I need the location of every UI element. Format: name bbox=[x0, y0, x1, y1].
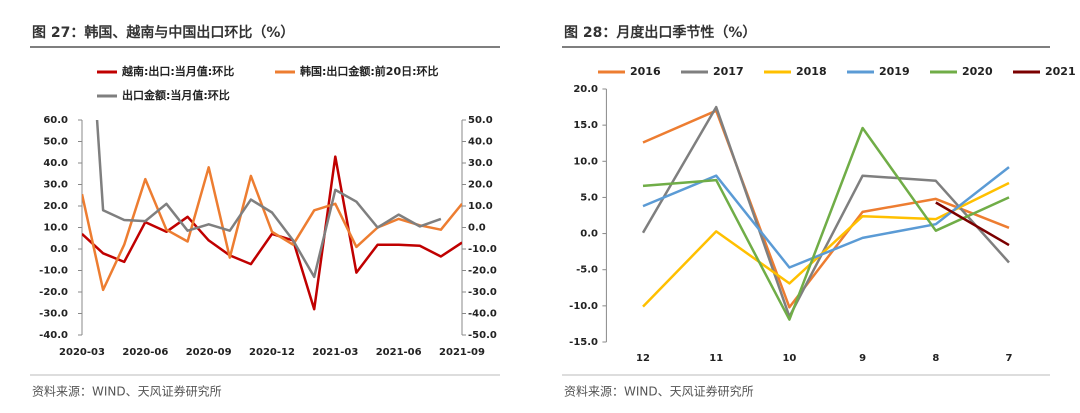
legend-label: 韩国:出口金额:前20日:环比 bbox=[300, 64, 439, 78]
y-tick-label: -10.0 bbox=[569, 301, 598, 312]
y-tick-label: 60.0 bbox=[43, 115, 68, 126]
series-line bbox=[642, 181, 1010, 308]
series-line bbox=[642, 126, 1010, 321]
y2-tick-label: -20.0 bbox=[468, 266, 497, 277]
x-tick-label: 2020-09 bbox=[186, 347, 232, 358]
y2-tick-label: -50.0 bbox=[468, 330, 497, 341]
y2-tick-label: 30.0 bbox=[468, 158, 493, 169]
y-tick-label: -15.0 bbox=[569, 337, 598, 348]
y-tick-label: 0.0 bbox=[50, 244, 68, 255]
y-tick-label: -40.0 bbox=[39, 330, 68, 341]
y-tick-label: 0.0 bbox=[580, 229, 598, 240]
y-tick-label: -10.0 bbox=[39, 266, 68, 277]
y-tick-label: 10.0 bbox=[573, 156, 598, 167]
y-tick-label: 5.0 bbox=[580, 192, 598, 203]
series-line bbox=[935, 201, 1010, 247]
y-tick-label: 20.0 bbox=[573, 84, 598, 95]
legend-label: 2020 bbox=[962, 65, 993, 78]
y-tick-label: -30.0 bbox=[39, 309, 68, 320]
chart-title: 图 27：韩国、越南与中国出口环比（%） bbox=[32, 24, 294, 41]
series-line bbox=[95, 120, 442, 279]
x-tick-label: 2020-06 bbox=[122, 347, 168, 358]
legend-label: 2017 bbox=[713, 65, 744, 78]
x-tick-label: 12 bbox=[636, 353, 650, 364]
x-tick-label: 2021-06 bbox=[376, 347, 422, 358]
y2-tick-label: 50.0 bbox=[468, 115, 493, 126]
x-tick-label: 8 bbox=[932, 353, 939, 364]
y-tick-label: -20.0 bbox=[39, 287, 68, 298]
legend-label: 2018 bbox=[796, 65, 827, 78]
source-note: 资料来源：WIND、天风证券研究所 bbox=[564, 384, 754, 399]
y2-tick-label: 0.0 bbox=[468, 223, 486, 234]
y2-tick-label: -40.0 bbox=[468, 309, 497, 320]
legend-label: 2019 bbox=[879, 65, 910, 78]
x-tick-label: 2021-09 bbox=[439, 347, 485, 358]
y2-tick-label: -30.0 bbox=[468, 287, 497, 298]
y-tick-label: 15.0 bbox=[573, 120, 598, 131]
x-tick-label: 10 bbox=[782, 353, 796, 364]
series-line bbox=[641, 105, 1010, 318]
series-line bbox=[82, 166, 462, 292]
series-line bbox=[642, 109, 1010, 309]
y2-tick-label: 40.0 bbox=[468, 137, 493, 148]
legend-label: 出口金额:当月值:环比 bbox=[122, 88, 230, 102]
x-tick-label: 2021-03 bbox=[312, 347, 358, 358]
x-tick-label: 9 bbox=[859, 353, 866, 364]
chart-title: 图 28：月度出口季节性（%） bbox=[564, 24, 756, 41]
x-tick-label: 2020-12 bbox=[249, 347, 295, 358]
x-tick-label: 11 bbox=[709, 353, 723, 364]
y-tick-label: 10.0 bbox=[43, 223, 68, 234]
x-tick-label: 2020-03 bbox=[59, 347, 105, 358]
legend-label: 越南:出口:当月值:环比 bbox=[121, 64, 234, 78]
y2-tick-label: -10.0 bbox=[468, 244, 497, 255]
legend-label: 2021 bbox=[1045, 65, 1076, 78]
y2-tick-label: 20.0 bbox=[468, 180, 493, 191]
x-tick-label: 7 bbox=[1006, 353, 1013, 364]
y2-tick-label: 10.0 bbox=[468, 201, 493, 212]
y-tick-label: -5.0 bbox=[576, 265, 598, 276]
y-tick-label: 40.0 bbox=[43, 158, 68, 169]
y-tick-label: 20.0 bbox=[43, 201, 68, 212]
y-tick-label: 30.0 bbox=[43, 180, 68, 191]
source-note: 资料来源：WIND、天风证券研究所 bbox=[32, 384, 222, 399]
y-tick-label: 50.0 bbox=[43, 137, 68, 148]
legend-label: 2016 bbox=[630, 65, 661, 78]
